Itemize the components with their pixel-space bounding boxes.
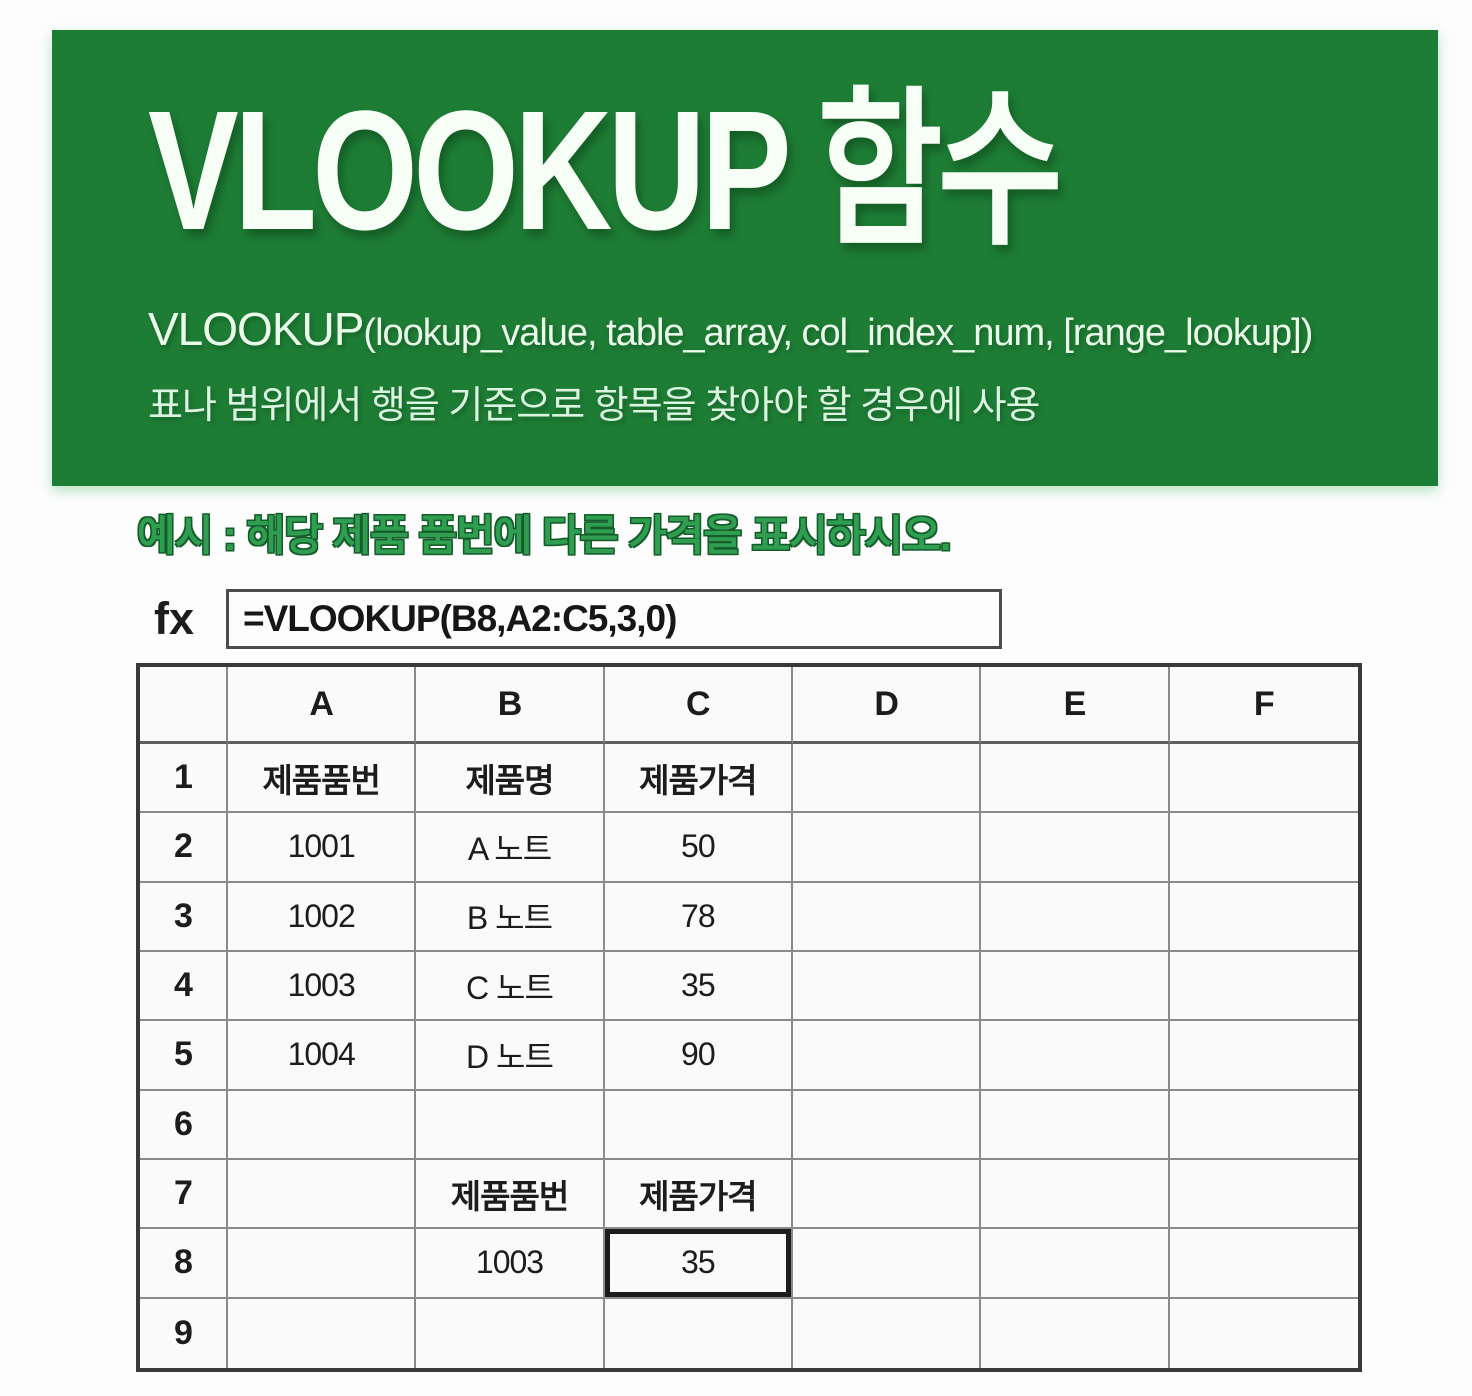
cell-E2[interactable] — [981, 813, 1170, 883]
cell-D4[interactable] — [792, 952, 982, 1022]
cell-A2[interactable]: 1001 — [228, 813, 417, 883]
syntax-line: VLOOKUP(lookup_value, table_array, col_i… — [148, 302, 1313, 356]
cell-B5[interactable]: D 노트 — [416, 1021, 605, 1091]
page-title: VLOOKUP 함수 — [148, 76, 1063, 266]
cell-D9[interactable] — [792, 1298, 982, 1368]
cell-E9[interactable] — [981, 1298, 1170, 1368]
cell-C7[interactable]: 제품가격 — [604, 1160, 793, 1230]
cell-E5[interactable] — [981, 1021, 1170, 1091]
cell-F8[interactable] — [1169, 1229, 1358, 1299]
syntax-arguments: (lookup_value, table_array, col_index_nu… — [363, 312, 1313, 354]
cell-B3[interactable]: B 노트 — [416, 882, 605, 952]
row-header-9[interactable]: 9 — [140, 1298, 228, 1368]
cell-D5[interactable] — [792, 1021, 982, 1091]
cell-F9[interactable] — [1169, 1298, 1358, 1368]
cell-A1[interactable]: 제품품번 — [228, 744, 417, 814]
cell-C2[interactable]: 50 — [604, 813, 793, 883]
cell-B9[interactable] — [416, 1298, 605, 1368]
col-header-A[interactable]: A — [228, 667, 417, 744]
spreadsheet: A B C D E F 1 제품품번 제품명 제품가격 2 1001 A 노트 … — [136, 663, 1362, 1372]
cell-C9[interactable] — [604, 1298, 793, 1368]
col-header-D[interactable]: D — [792, 667, 982, 744]
row-header-1[interactable]: 1 — [140, 744, 228, 814]
corner-cell[interactable] — [140, 667, 228, 744]
cell-B8[interactable]: 1003 — [416, 1229, 605, 1299]
fx-label: fx — [154, 593, 195, 644]
row-header-5[interactable]: 5 — [140, 1021, 228, 1091]
cell-A4[interactable]: 1003 — [228, 952, 417, 1022]
cell-C4[interactable]: 35 — [604, 952, 793, 1022]
cell-F1[interactable] — [1169, 744, 1358, 814]
formula-text: =VLOOKUP(B8,A2:C5,3,0) — [243, 598, 677, 639]
cell-C6[interactable] — [604, 1090, 793, 1160]
cell-B4[interactable]: C 노트 — [416, 952, 605, 1022]
col-header-F[interactable]: F — [1169, 667, 1358, 744]
cell-A9[interactable] — [228, 1298, 417, 1368]
example-heading: 예시 : 해당 제품 품번에 다른 가격을 표시하시오. — [137, 512, 951, 559]
cell-F5[interactable] — [1169, 1021, 1358, 1091]
cell-A5[interactable]: 1004 — [228, 1021, 417, 1091]
cell-C8-selected[interactable]: 35 — [604, 1229, 793, 1299]
cell-F3[interactable] — [1169, 882, 1358, 952]
cell-E8[interactable] — [981, 1229, 1170, 1299]
row-header-3[interactable]: 3 — [140, 882, 228, 952]
cell-E4[interactable] — [981, 952, 1170, 1022]
cell-B6[interactable] — [416, 1090, 605, 1160]
banner: VLOOKUP 함수 VLOOKUP(lookup_value, table_a… — [52, 30, 1438, 486]
cell-E7[interactable] — [981, 1160, 1170, 1230]
row-header-4[interactable]: 4 — [140, 952, 228, 1022]
cell-E6[interactable] — [981, 1090, 1170, 1160]
cell-A7[interactable] — [228, 1160, 417, 1230]
col-header-C[interactable]: C — [604, 667, 793, 744]
syntax-function-name: VLOOKUP — [148, 303, 364, 355]
cell-A6[interactable] — [228, 1090, 417, 1160]
cell-F2[interactable] — [1169, 813, 1358, 883]
cell-C5[interactable]: 90 — [604, 1021, 793, 1091]
cell-D8[interactable] — [792, 1229, 982, 1299]
row-header-2[interactable]: 2 — [140, 813, 228, 883]
cell-A3[interactable]: 1002 — [228, 882, 417, 952]
cell-C1[interactable]: 제품가격 — [604, 744, 793, 814]
cell-F4[interactable] — [1169, 952, 1358, 1022]
row-header-8[interactable]: 8 — [140, 1229, 228, 1299]
cell-B7[interactable]: 제품품번 — [416, 1160, 605, 1230]
cell-D1[interactable] — [792, 744, 982, 814]
col-header-B[interactable]: B — [416, 667, 605, 744]
formula-input[interactable]: =VLOOKUP(B8,A2:C5,3,0) — [226, 589, 1002, 649]
row-header-6[interactable]: 6 — [140, 1090, 228, 1160]
cell-D2[interactable] — [792, 813, 982, 883]
cell-E1[interactable] — [981, 744, 1170, 814]
cell-B1[interactable]: 제품명 — [416, 744, 605, 814]
cell-F6[interactable] — [1169, 1090, 1358, 1160]
cell-D6[interactable] — [792, 1090, 982, 1160]
cell-A8[interactable] — [228, 1229, 417, 1299]
cell-E3[interactable] — [981, 882, 1170, 952]
cell-B2[interactable]: A 노트 — [416, 813, 605, 883]
cell-D7[interactable] — [792, 1160, 982, 1230]
cell-F7[interactable] — [1169, 1160, 1358, 1230]
cell-C3[interactable]: 78 — [604, 882, 793, 952]
row-header-7[interactable]: 7 — [140, 1160, 228, 1230]
col-header-E[interactable]: E — [981, 667, 1170, 744]
usage-description: 표나 범위에서 행을 기준으로 항목을 찾아야 할 경우에 사용 — [148, 385, 1041, 427]
cell-D3[interactable] — [792, 882, 982, 952]
